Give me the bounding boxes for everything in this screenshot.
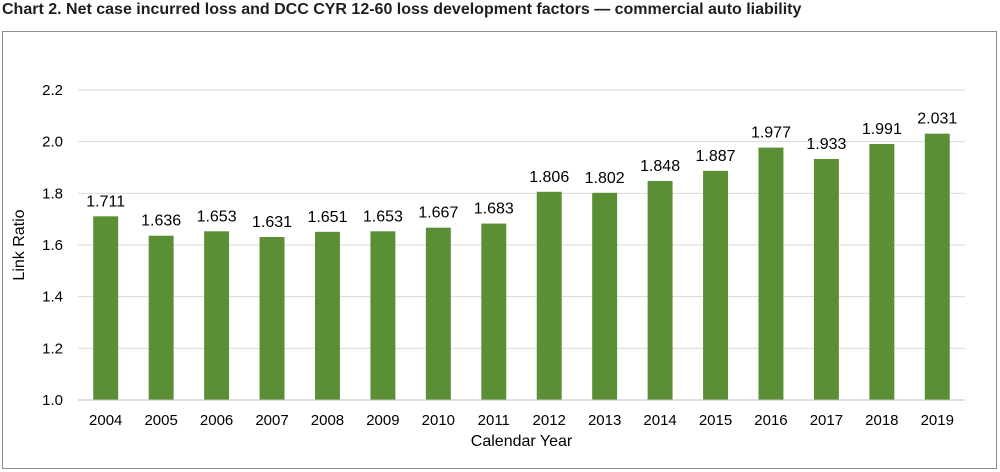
y-tick-label: 1.8 (42, 185, 63, 202)
x-tick-label: 2010 (422, 412, 455, 429)
y-tick-label: 1.6 (42, 237, 63, 254)
bar (425, 227, 451, 400)
x-tick-label: 2014 (643, 412, 676, 429)
bar (370, 231, 396, 400)
x-tick-label: 2004 (89, 412, 122, 429)
bar (93, 216, 119, 400)
data-label: 1.683 (474, 201, 514, 218)
y-axis-ticks: 1.0 1.2 1.4 1.6 1.8 2.0 2.2 (42, 82, 63, 409)
bar (314, 231, 340, 400)
bar (536, 191, 562, 400)
x-tick-label: 2011 (478, 412, 510, 429)
y-tick-label: 1.4 (42, 289, 63, 306)
x-tick-label: 2017 (810, 412, 843, 429)
chart-title: Chart 2. Net case incurred loss and DCC … (2, 1, 802, 18)
x-tick-label: 2015 (699, 412, 732, 429)
y-tick-label: 2.2 (42, 82, 63, 99)
x-tick-label: 2008 (311, 412, 344, 429)
data-label: 1.806 (529, 169, 569, 186)
bar (148, 235, 174, 400)
y-axis-label: Link Ratio (11, 209, 28, 280)
data-label: 1.653 (197, 208, 237, 225)
bar (592, 192, 618, 400)
bar (204, 231, 230, 400)
data-label: 1.802 (585, 170, 625, 187)
x-tick-label: 2007 (255, 412, 288, 429)
bar (813, 158, 839, 400)
bar (647, 180, 673, 400)
data-label: 1.848 (640, 158, 680, 175)
data-label: 1.991 (862, 121, 902, 138)
x-axis-label: Calendar Year (471, 433, 573, 450)
y-tick-label: 1.2 (42, 340, 63, 357)
data-label: 1.887 (696, 148, 736, 165)
data-labels: 1.711 1.636 1.653 1.631 1.651 1.653 1.667 1.683… (86, 111, 957, 231)
x-axis-ticks: 2004 2005 2006 2007 2008 2009 2010 2011 2012 2013… (89, 412, 954, 429)
data-label: 1.977 (751, 125, 791, 142)
x-tick-label: 2005 (144, 412, 177, 429)
x-tick-label: 2006 (200, 412, 233, 429)
x-tick-label: 2019 (921, 412, 954, 429)
y-tick-label: 1.0 (42, 392, 63, 409)
x-tick-label: 2009 (366, 412, 399, 429)
x-tick-label: 2012 (533, 412, 566, 429)
data-label: 1.636 (141, 213, 181, 230)
bar (703, 170, 729, 400)
bar (869, 143, 895, 400)
data-label: 1.711 (86, 193, 125, 210)
x-tick-label: 2013 (588, 412, 621, 429)
bar (924, 133, 950, 401)
data-label: 1.667 (418, 205, 458, 222)
bars (93, 133, 950, 401)
data-label: 2.031 (917, 111, 957, 128)
bar (259, 236, 285, 400)
bar (481, 223, 507, 400)
data-label: 1.631 (252, 214, 292, 231)
data-label: 1.933 (806, 136, 846, 153)
bar (758, 147, 784, 400)
x-tick-label: 2016 (754, 412, 787, 429)
data-label: 1.653 (363, 208, 403, 225)
y-tick-label: 2.0 (42, 134, 63, 151)
data-label: 1.651 (307, 209, 347, 226)
x-tick-label: 2018 (865, 412, 898, 429)
